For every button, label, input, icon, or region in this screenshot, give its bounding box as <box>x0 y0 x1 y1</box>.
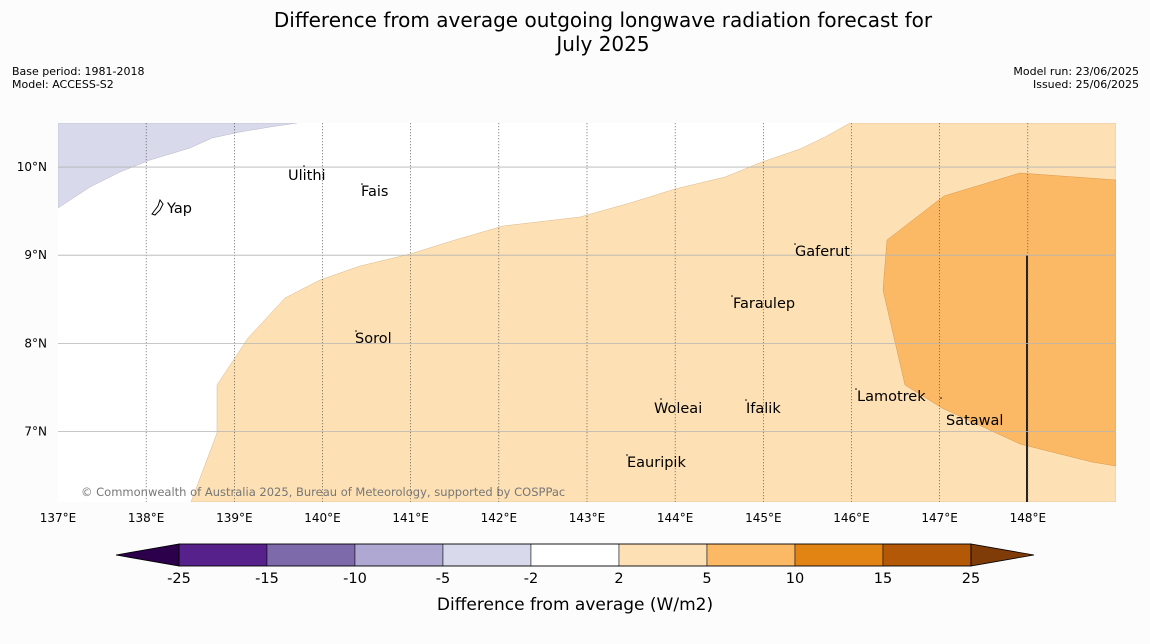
meta-left: Base period: 1981-2018 Model: ACCESS-S2 <box>12 65 144 91</box>
gridlines <box>58 123 1116 502</box>
title-line-1: Difference from average outgoing longwav… <box>273 8 933 32</box>
latitude-tick-label: 9°N <box>24 248 47 262</box>
colorbar-tick-label: -2 <box>524 571 538 587</box>
colorbar-extend-low <box>115 543 180 567</box>
base-period-text: Base period: 1981-2018 <box>12 65 145 78</box>
longitude-tick-label: 141°E <box>392 511 429 525</box>
colorbar-segment <box>442 543 532 567</box>
colorbar-tick-label: -10 <box>343 571 367 587</box>
island-label-woleai: Woleai <box>654 401 702 417</box>
shading-neg-5-to-2 <box>58 123 298 209</box>
latitude-tick-label: 10°N <box>17 160 47 174</box>
latitude-tick-label: 8°N <box>24 336 47 350</box>
island-label-sorol: Sorol <box>355 331 392 347</box>
longitude-tick-label: 143°E <box>569 511 606 525</box>
island-label-yap: Yap <box>166 201 192 217</box>
colorbar-segment <box>354 543 444 567</box>
island-label-gaferut: Gaferut <box>795 244 850 260</box>
meta-right: Model run: 23/06/2025 Issued: 25/06/2025 <box>1013 65 1139 91</box>
colorbar-tick-label: -15 <box>255 571 279 587</box>
issued-text: Issued: 25/06/2025 <box>1032 78 1139 91</box>
colorbar-tick-label: -25 <box>167 571 191 587</box>
colorbar-tick-label: 2 <box>614 571 623 587</box>
latitude-tick-label: 7°N <box>24 424 47 438</box>
island-label-fais: Fais <box>361 184 388 200</box>
colorbar-ticks: -25 -15 -10 -5 -2 2 5 10 15 25 <box>167 571 980 587</box>
longitude-tick-label: 145°E <box>745 511 782 525</box>
map-plot-area: Yap Ulithi Fais Gaferut Faraulep Sorol L… <box>58 123 1116 502</box>
copyright-text: © Commonwealth of Australia 2025, Bureau… <box>81 485 565 499</box>
colorbar-segment <box>706 543 796 567</box>
island-label-ulithi: Ulithi <box>288 168 326 184</box>
colorbar-segment <box>618 543 708 567</box>
longitude-tick-label: 147°E <box>921 511 958 525</box>
island-label-faraulep: Faraulep <box>733 296 795 312</box>
colorbar-tick-label: -5 <box>436 571 450 587</box>
colorbar-tick-label: 5 <box>702 571 711 587</box>
longitude-tick-label: 138°E <box>128 511 165 525</box>
longitude-tick-label: 140°E <box>304 511 341 525</box>
colorbar-tick-label: 10 <box>786 571 804 587</box>
longitude-tick-label: 144°E <box>657 511 694 525</box>
colorbar-segment <box>882 543 972 567</box>
colorbar-segment <box>178 543 268 567</box>
island-label-satawal: Satawal <box>946 413 1003 429</box>
island-label-eauripik: Eauripik <box>627 455 686 471</box>
longitude-tick-label: 142°E <box>481 511 518 525</box>
longitude-tick-label: 148°E <box>1010 511 1047 525</box>
colorbar-outline <box>178 543 972 567</box>
colorbar-label: Difference from average (W/m2) <box>437 595 713 615</box>
colorbar-segment <box>530 543 620 567</box>
island-label-lamotrek: Lamotrek <box>857 389 926 405</box>
colorbar-segment <box>266 543 356 567</box>
axis-labels: 137°E 138°E 139°E 140°E 141°E 142°E 143°E 144°E… <box>17 160 1046 525</box>
island-marks <box>151 165 942 456</box>
colorbar-extend-high <box>970 543 1035 567</box>
island-labels: Yap Ulithi Fais Gaferut Faraulep Sorol L… <box>166 168 1003 471</box>
title-line-2: July 2025 <box>556 32 650 56</box>
shading-pos-5-to-10 <box>882 172 1116 467</box>
model-run-text: Model run: 23/06/2025 <box>1013 65 1139 78</box>
yap-island-shape <box>151 198 164 216</box>
model-text: Model: ACCESS-S2 <box>12 78 114 91</box>
island-label-ifalik: Ifalik <box>746 401 781 417</box>
longitude-tick-label: 139°E <box>216 511 253 525</box>
colorbar-segment <box>794 543 884 567</box>
chart-title: Difference from average outgoing longwav… <box>0 8 1150 56</box>
colorbar: -25 -15 -10 -5 -2 2 5 10 15 25 Difference from av… <box>115 543 1035 615</box>
longitude-tick-label: 137°E <box>40 511 77 525</box>
colorbar-segments <box>178 543 972 567</box>
longitude-tick-label: 146°E <box>833 511 870 525</box>
colorbar-tick-label: 15 <box>874 571 892 587</box>
colorbar-tick-label: 25 <box>962 571 980 587</box>
